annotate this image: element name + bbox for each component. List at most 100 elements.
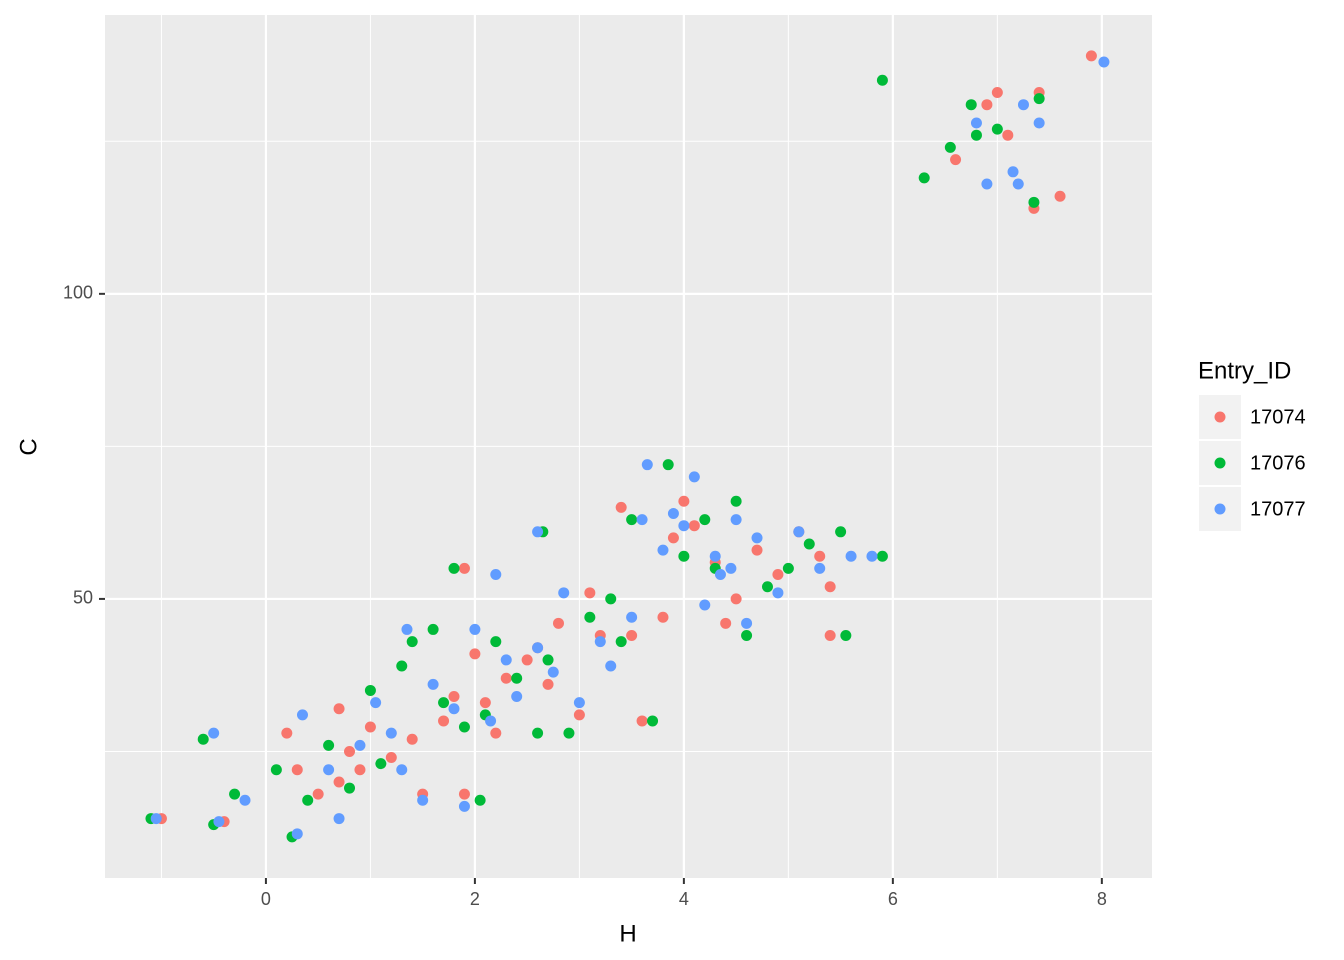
point — [761, 581, 773, 593]
point — [991, 86, 1003, 98]
point — [950, 154, 962, 166]
point — [876, 550, 888, 562]
point — [532, 727, 544, 739]
y-tick-label: 100 — [63, 283, 93, 303]
point — [741, 630, 753, 642]
point — [401, 623, 413, 635]
point — [970, 117, 982, 129]
point — [547, 666, 559, 678]
point — [323, 739, 335, 751]
point — [793, 526, 805, 538]
point — [490, 727, 502, 739]
point — [213, 816, 225, 828]
point — [626, 611, 638, 623]
x-tick-label: 8 — [1097, 889, 1107, 909]
point — [845, 550, 857, 562]
points — [145, 50, 1110, 843]
point — [965, 99, 977, 111]
point — [150, 813, 162, 825]
point — [970, 129, 982, 141]
point — [500, 672, 512, 684]
point — [667, 532, 679, 544]
point — [490, 636, 502, 648]
point — [730, 593, 742, 605]
point — [364, 684, 376, 696]
legend-title: Entry_ID — [1198, 357, 1291, 384]
point — [725, 562, 737, 574]
point — [312, 788, 324, 800]
point — [511, 672, 523, 684]
point — [714, 569, 726, 581]
point — [605, 593, 617, 605]
point — [824, 581, 836, 593]
point — [448, 562, 460, 574]
point — [751, 532, 763, 544]
point — [344, 782, 356, 794]
point — [741, 617, 753, 629]
point — [991, 123, 1003, 135]
point — [647, 715, 659, 727]
point — [594, 636, 606, 648]
point — [626, 630, 638, 642]
point — [636, 514, 648, 526]
point — [1028, 196, 1040, 208]
x-tick-label: 2 — [470, 889, 480, 909]
x-tick-label: 6 — [888, 889, 898, 909]
point — [323, 764, 335, 776]
point — [751, 544, 763, 556]
point — [772, 587, 784, 599]
point — [406, 733, 418, 745]
point — [876, 74, 888, 86]
point — [458, 562, 470, 574]
point — [1002, 129, 1014, 141]
point — [302, 794, 314, 806]
point — [197, 733, 209, 745]
point — [918, 172, 930, 184]
point — [615, 501, 627, 513]
point — [458, 800, 470, 812]
y-axis-title: C — [15, 438, 42, 455]
point — [1033, 93, 1045, 105]
point — [1012, 178, 1024, 190]
x-axis-title: H — [619, 920, 636, 947]
point — [657, 544, 669, 556]
point — [636, 715, 648, 727]
legend-label: 17077 — [1250, 498, 1306, 520]
point — [448, 703, 460, 715]
point — [678, 550, 690, 562]
point — [1017, 99, 1029, 111]
point — [605, 660, 617, 672]
point — [626, 514, 638, 526]
point — [824, 630, 836, 642]
point — [720, 617, 732, 629]
point — [840, 630, 852, 642]
point — [981, 178, 993, 190]
point — [814, 562, 826, 574]
point — [1033, 117, 1045, 129]
legend-label: 17074 — [1250, 406, 1306, 428]
point — [438, 715, 450, 727]
point — [730, 514, 742, 526]
point — [1054, 190, 1066, 202]
point — [500, 654, 512, 666]
point — [344, 745, 356, 757]
point — [814, 550, 826, 562]
point — [354, 764, 366, 776]
legend-marker — [1214, 457, 1226, 469]
point — [542, 654, 554, 666]
point — [1007, 166, 1019, 178]
point — [678, 520, 690, 532]
point — [699, 514, 711, 526]
point — [333, 703, 345, 715]
point — [427, 623, 439, 635]
point — [333, 776, 345, 788]
legend-label: 17076 — [1250, 452, 1306, 474]
point — [354, 739, 366, 751]
axes: 0 2 4 6 8 50 100 — [63, 283, 1107, 909]
point — [385, 727, 397, 739]
point — [385, 752, 397, 764]
point — [521, 654, 533, 666]
point — [667, 507, 679, 519]
point — [709, 550, 721, 562]
x-tick-label: 0 — [261, 889, 271, 909]
